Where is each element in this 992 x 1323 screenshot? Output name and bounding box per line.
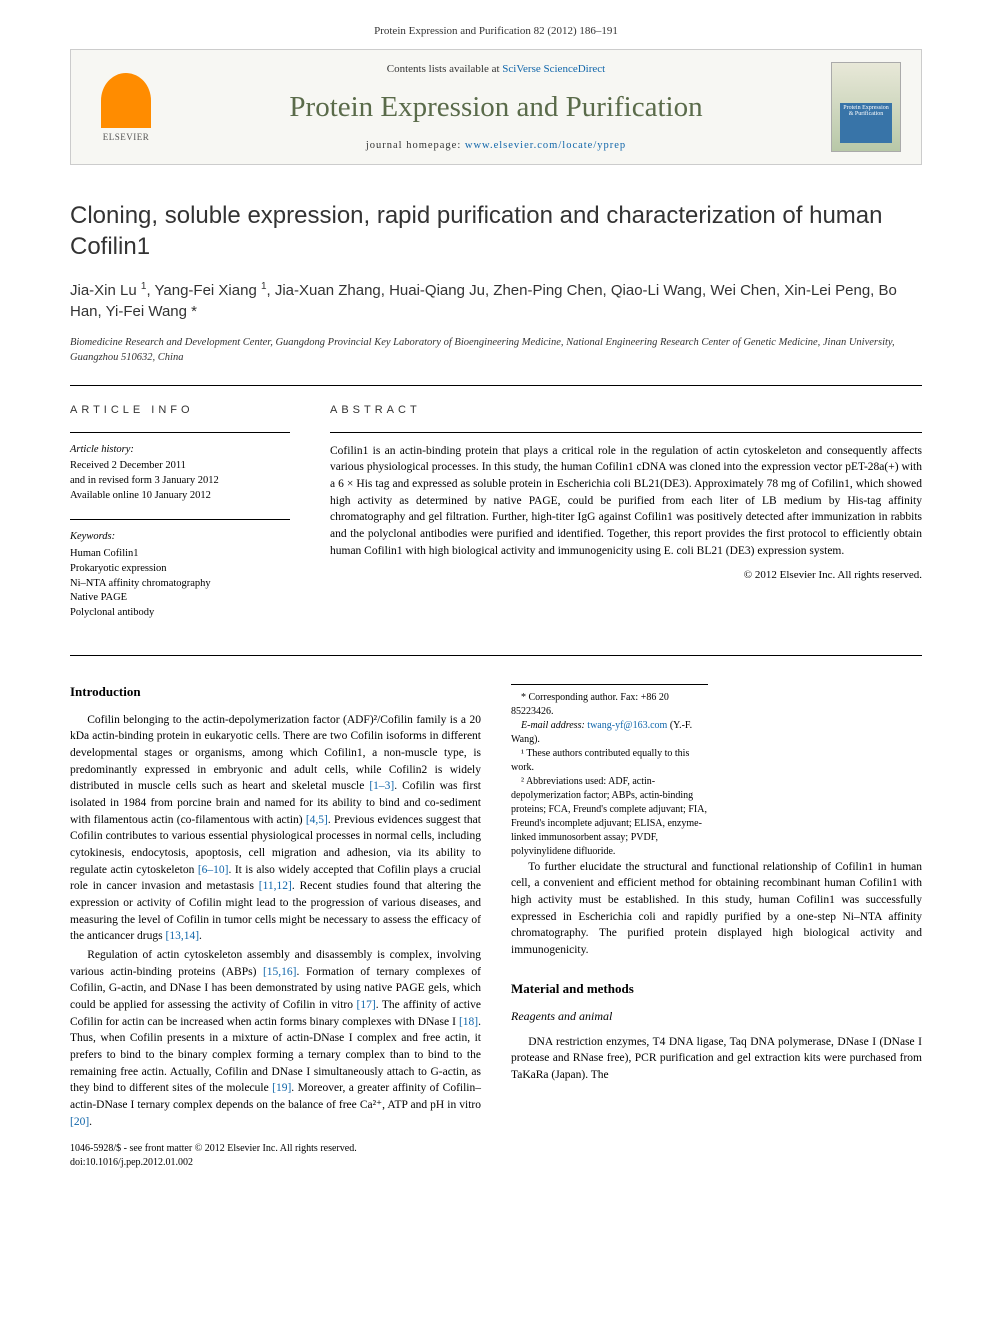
article-info-column: ARTICLE INFO Article history: Received 2…	[70, 404, 290, 637]
keywords-heading: Keywords:	[70, 530, 290, 545]
keyword: Native PAGE	[70, 591, 290, 606]
methods-heading: Material and methods	[511, 981, 922, 997]
abstract-divider	[330, 432, 922, 433]
journal-header-box: ELSEVIER Contents lists available at Sci…	[70, 49, 922, 165]
abstract-copyright: © 2012 Elsevier Inc. All rights reserved…	[330, 569, 922, 581]
article-title: Cloning, soluble expression, rapid purif…	[70, 200, 922, 262]
footnote-1: ¹ These authors contributed equally to t…	[511, 747, 708, 775]
contents-prefix: Contents lists available at	[387, 63, 502, 75]
ref-link[interactable]: [6–10]	[198, 864, 229, 876]
intro-p3: To further elucidate the structural and …	[511, 859, 922, 959]
journal-cover[interactable]: Protein Expression & Purification	[831, 62, 901, 152]
corresponding-author: * Corresponding author. Fax: +86 20 8522…	[511, 691, 708, 719]
ref-link[interactable]: [15,16]	[263, 966, 297, 978]
page-header: Protein Expression and Purification 82 (…	[0, 0, 992, 165]
ref-link[interactable]: [19]	[272, 1082, 291, 1094]
email-label: E-mail address:	[521, 720, 587, 731]
elsevier-tree-icon	[101, 73, 151, 128]
keyword: Human Cofilin1	[70, 547, 290, 562]
ref-link[interactable]: [17]	[357, 999, 376, 1011]
ref-link[interactable]: [11,12]	[259, 880, 292, 892]
homepage-prefix: journal homepage:	[366, 140, 465, 151]
ref-link[interactable]: [20]	[70, 1116, 89, 1128]
divider-bottom	[70, 655, 922, 656]
article-body: Cloning, soluble expression, rapid purif…	[0, 200, 992, 1130]
keyword: Ni–NTA affinity chromatography	[70, 577, 290, 592]
journal-title: Protein Expression and Purification	[161, 91, 831, 124]
body-columns: Introduction Cofilin belonging to the ac…	[70, 684, 922, 1131]
abstract-column: ABSTRACT Cofilin1 is an actin-binding pr…	[330, 404, 922, 637]
ref-link[interactable]: [1–3]	[369, 780, 394, 792]
doi-line: doi:10.1016/j.pep.2012.01.002	[70, 1156, 922, 1170]
authors: Jia-Xin Lu 1, Yang-Fei Xiang 1, Jia-Xuan…	[70, 280, 922, 322]
info-label: ARTICLE INFO	[70, 404, 290, 416]
abstract-text: Cofilin1 is an actin-binding protein tha…	[330, 443, 922, 560]
keywords-block: Keywords: Human Cofilin1 Prokaryotic exp…	[70, 530, 290, 620]
ref-link[interactable]: [4,5]	[306, 814, 328, 826]
meta-abstract-row: ARTICLE INFO Article history: Received 2…	[70, 386, 922, 655]
intro-p2: Regulation of actin cytoskeleton assembl…	[70, 947, 481, 1130]
online: Available online 10 January 2012	[70, 489, 290, 504]
received: Received 2 December 2011	[70, 459, 290, 474]
issn-line: 1046-5928/$ - see front matter © 2012 El…	[70, 1142, 922, 1156]
homepage-line: journal homepage: www.elsevier.com/locat…	[161, 140, 831, 151]
footnotes: * Corresponding author. Fax: +86 20 8522…	[511, 684, 708, 859]
revised: and in revised form 3 January 2012	[70, 474, 290, 489]
footnote-2: ² Abbreviations used: ADF, actin-depolym…	[511, 775, 708, 859]
cover-text: Protein Expression & Purification	[840, 103, 892, 143]
elsevier-label: ELSEVIER	[103, 132, 150, 142]
history-heading: Article history:	[70, 443, 290, 458]
citation: Protein Expression and Purification 82 (…	[70, 25, 922, 37]
abstract-label: ABSTRACT	[330, 404, 922, 416]
email-line: E-mail address: twang-yf@163.com (Y.-F. …	[511, 719, 708, 747]
keyword: Prokaryotic expression	[70, 562, 290, 577]
affiliation: Biomedicine Research and Development Cen…	[70, 336, 922, 364]
intro-heading: Introduction	[70, 684, 481, 700]
ref-link[interactable]: [13,14]	[165, 930, 199, 942]
methods-subheading: Reagents and animal	[511, 1009, 922, 1024]
homepage-link[interactable]: www.elsevier.com/locate/yprep	[465, 140, 626, 151]
scidirect-link[interactable]: SciVerse ScienceDirect	[502, 63, 605, 75]
info-divider-1	[70, 432, 290, 433]
elsevier-logo[interactable]: ELSEVIER	[91, 67, 161, 147]
methods-p1: DNA restriction enzymes, T4 DNA ligase, …	[511, 1034, 922, 1084]
intro-p1: Cofilin belonging to the actin-depolymer…	[70, 712, 481, 945]
contents-line: Contents lists available at SciVerse Sci…	[161, 63, 831, 75]
ref-link[interactable]: [18]	[459, 1016, 478, 1028]
email-link[interactable]: twang-yf@163.com	[587, 720, 667, 731]
keyword: Polyclonal antibody	[70, 606, 290, 621]
info-divider-2	[70, 519, 290, 520]
history-block: Article history: Received 2 December 201…	[70, 443, 290, 504]
header-center: Contents lists available at SciVerse Sci…	[161, 63, 831, 151]
page-footer: 1046-5928/$ - see front matter © 2012 El…	[0, 1130, 992, 1194]
methods-section: Material and methods Reagents and animal…	[511, 981, 922, 1084]
